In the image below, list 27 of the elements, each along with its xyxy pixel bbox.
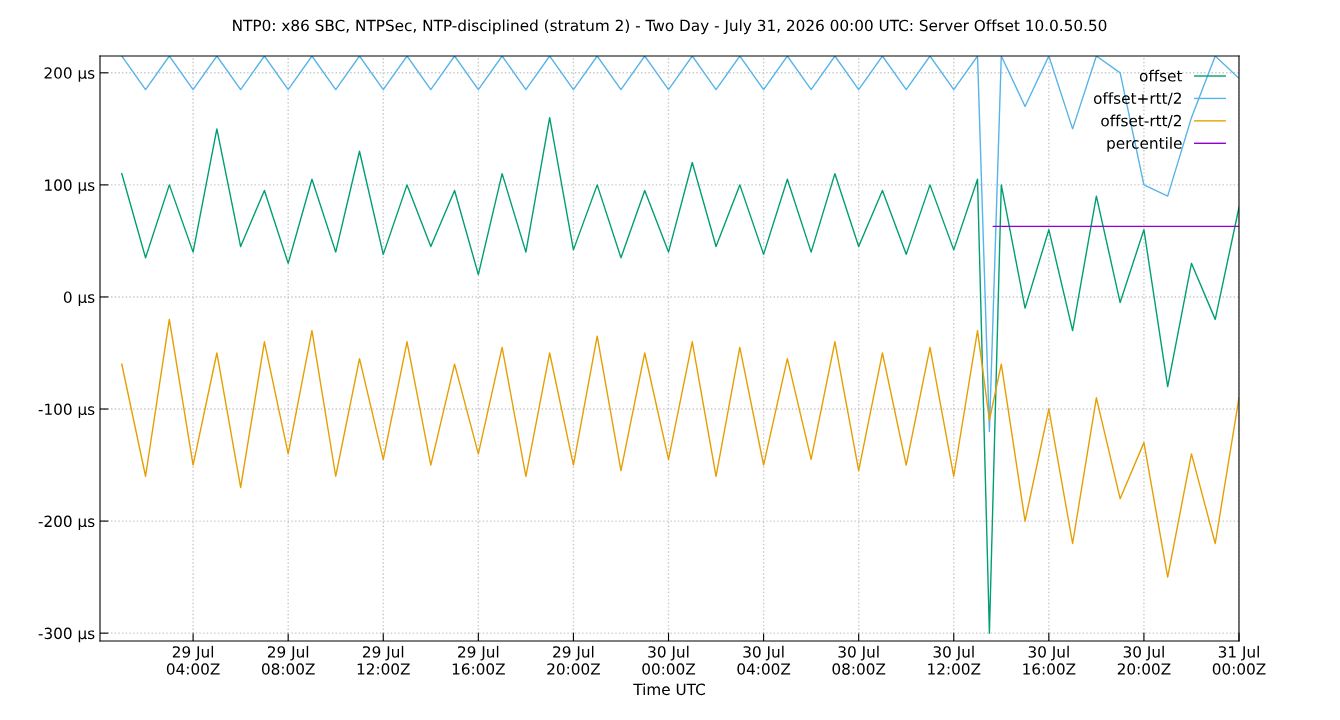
x-tick-label: 29 Jul 20:00Z (547, 645, 600, 675)
x-tick-label: 29 Jul 08:00Z (261, 645, 315, 675)
chart-title: NTP0: x86 SBC, NTPSec, NTP-disciplined (stratum 2) - Two Day - July 31, 2026 00:00 UTC: Server Offset 10.0.50.50 (233, 19, 1107, 35)
y-tick-label: 0 µs (63, 291, 95, 306)
x-tick-label: 30 Jul 16:00Z (1023, 645, 1076, 675)
line-series (121, 116, 1239, 634)
x-tick-label: 29 Jul 16:00Z (452, 645, 505, 675)
legend-label: offset-rtt/2 (1101, 114, 1181, 128)
y-tick-label: -200 µs (38, 515, 95, 531)
line-series (121, 318, 1239, 578)
x-tick-label: 30 Jul 00:00Z (642, 645, 696, 675)
legend-label: offset+rtt/2 (1093, 92, 1181, 106)
x-tick-label: 31 Jul 00:00Z (1212, 645, 1266, 675)
y-tick-label: 200 µs (44, 67, 95, 82)
y-tick-label: -300 µs (38, 627, 95, 643)
x-tick-label: 29 Jul 12:00Z (357, 645, 410, 675)
y-tick-label: -100 µs (38, 403, 95, 418)
x-tick-label: 30 Jul 12:00Z (928, 645, 981, 675)
x-tick-label: 30 Jul 20:00Z (1117, 645, 1171, 675)
x-tick-label: 30 Jul 04:00Z (737, 645, 791, 675)
line-series (121, 56, 1239, 433)
x-tick-label: 29 Jul 04:00Z (166, 645, 220, 675)
legend-label: offset (1139, 69, 1183, 82)
y-tick-label: 100 µs (45, 179, 95, 194)
x-tick-label: 30 Jul 08:00Z (832, 645, 886, 675)
legend-label: percentile (1107, 137, 1182, 152)
x-axis-title: Time UTC (633, 683, 705, 696)
